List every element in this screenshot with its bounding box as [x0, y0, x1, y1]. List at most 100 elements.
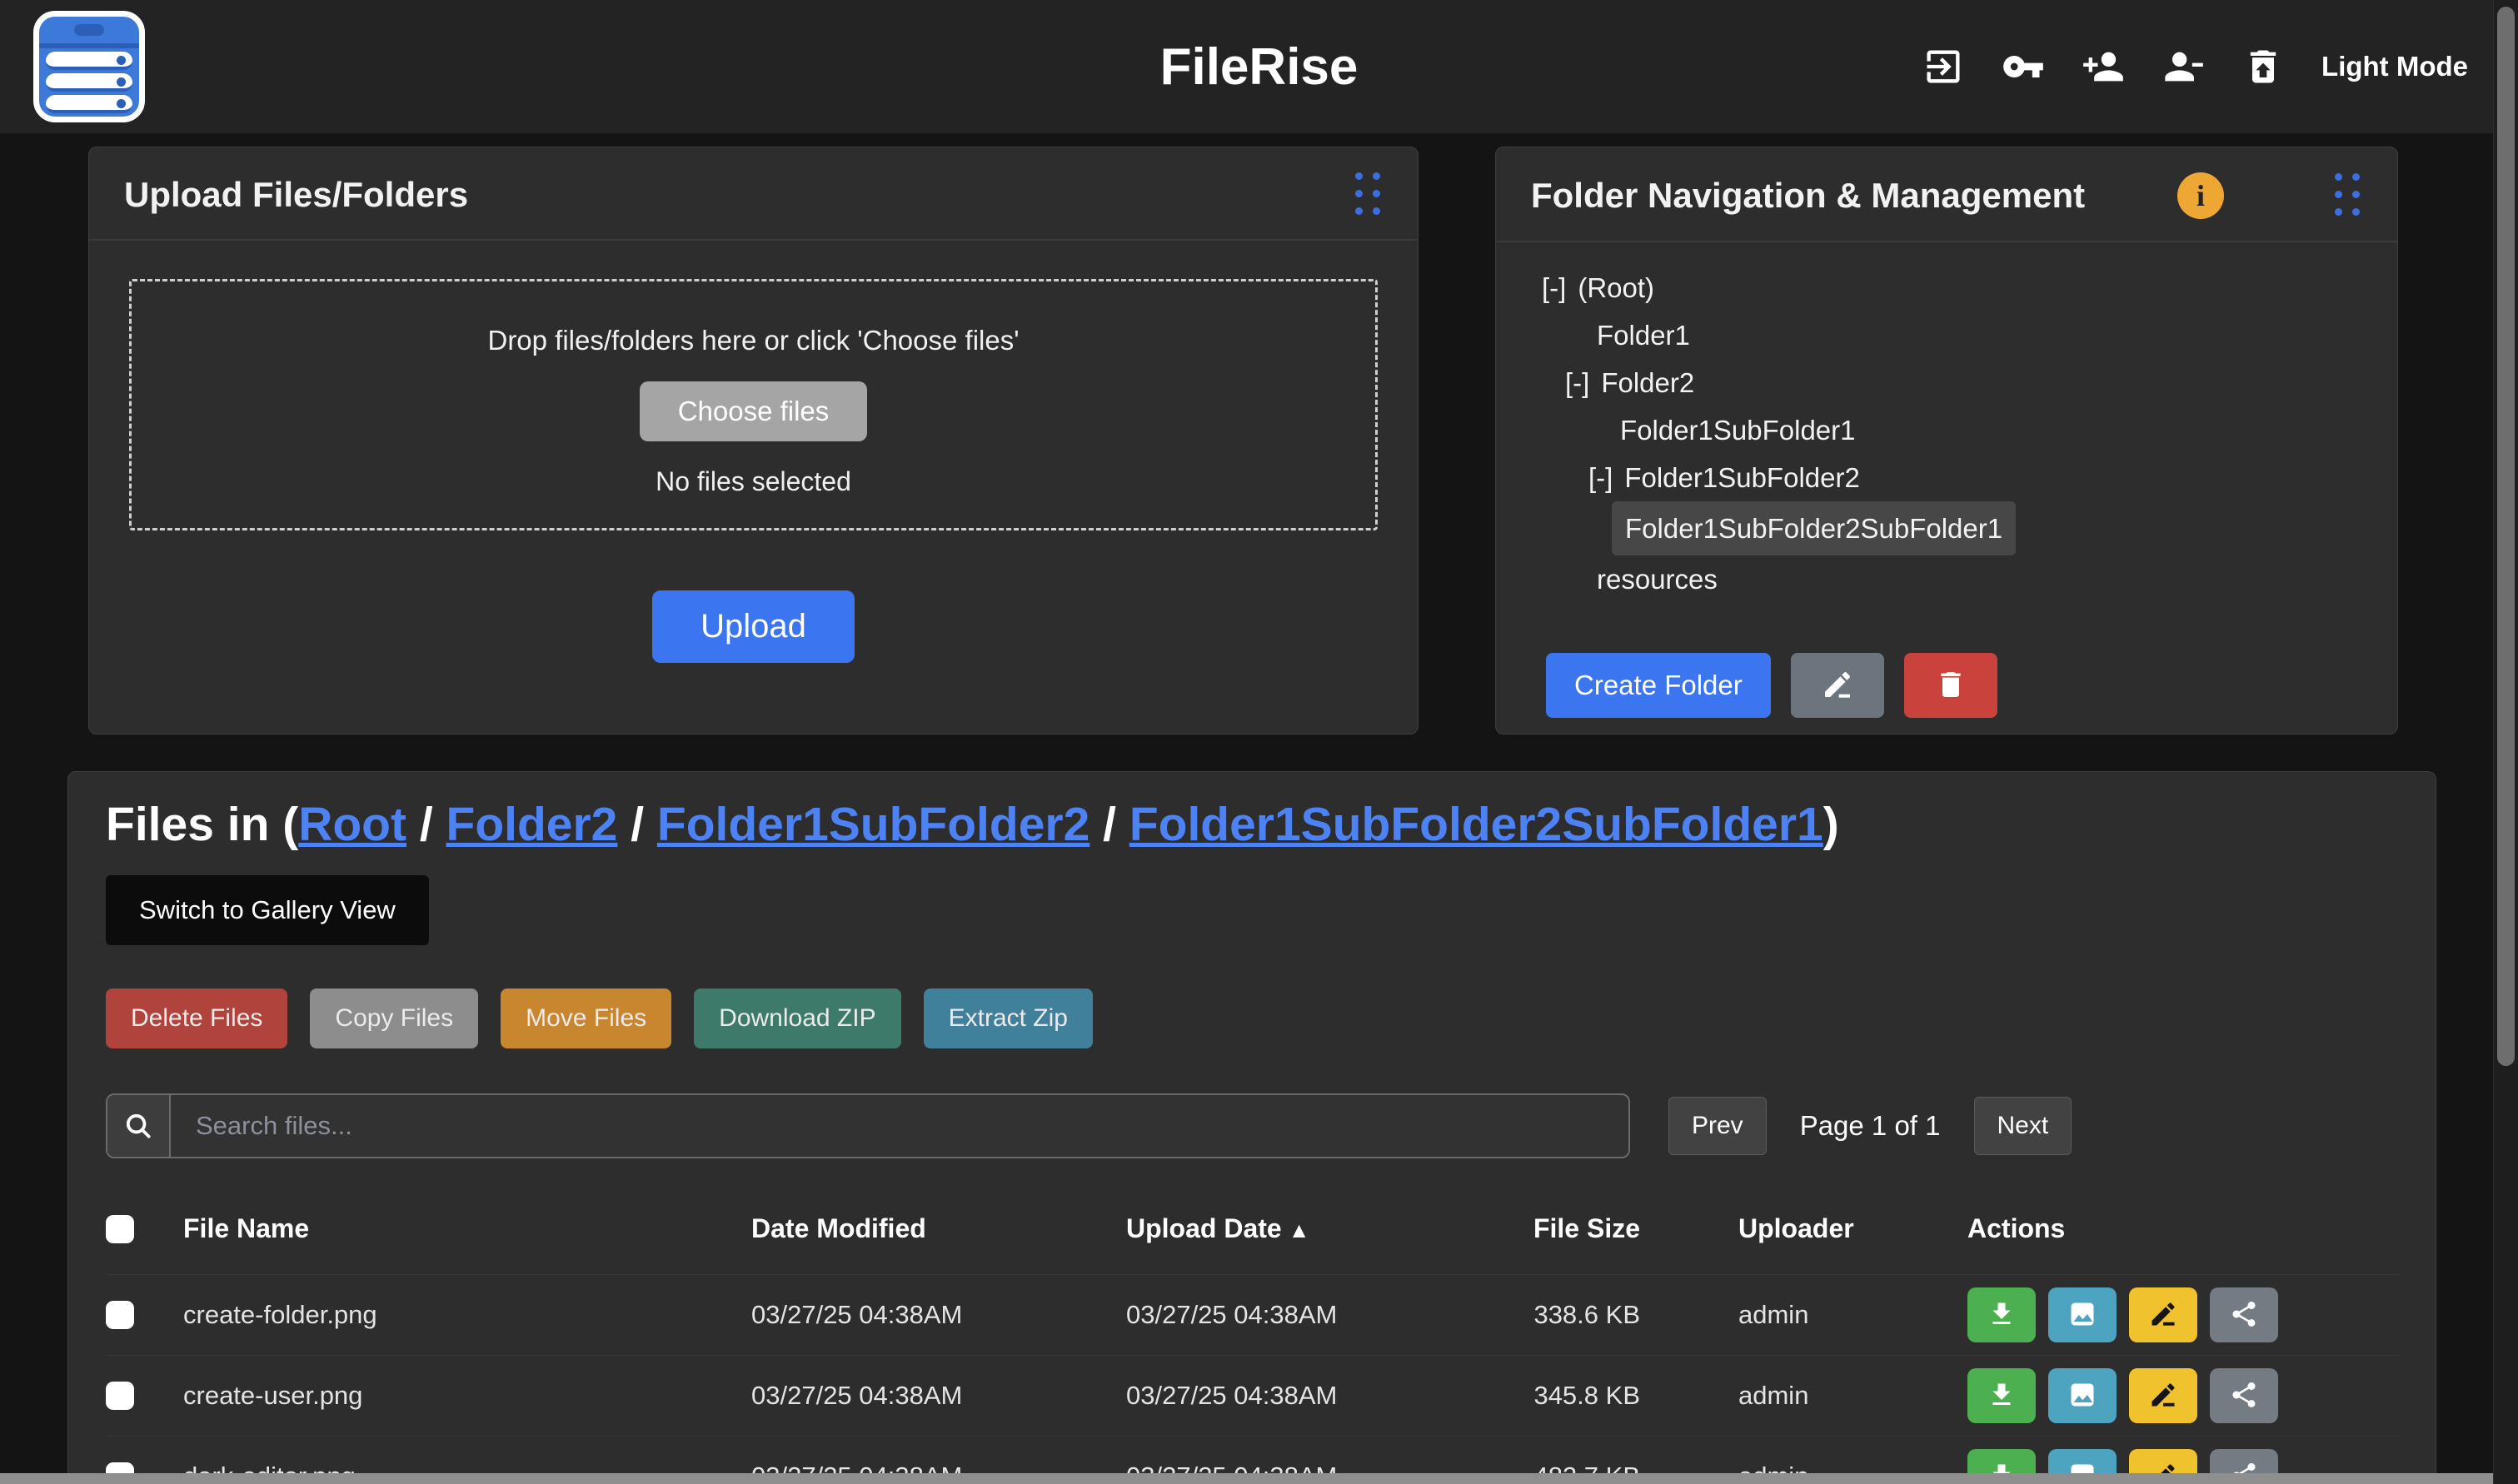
choose-files-button[interactable]: Choose files — [639, 381, 868, 441]
uploader: admin — [1738, 1300, 1809, 1329]
share-file-button[interactable] — [2210, 1368, 2278, 1423]
download-icon — [1987, 1380, 2017, 1412]
heading-prefix: Files in ( — [106, 798, 299, 851]
column-file-name[interactable]: File Name — [183, 1213, 310, 1243]
preview-image-button[interactable] — [2048, 1368, 2117, 1423]
folder-card-title: Folder Navigation & Management — [1531, 176, 2086, 215]
no-files-status: No files selected — [656, 466, 851, 496]
file-dropzone[interactable]: Drop files/folders here or click 'Choose… — [129, 279, 1378, 530]
tree-item-resources[interactable]: resources — [1597, 564, 1718, 595]
add-user-icon[interactable] — [2082, 45, 2125, 88]
image-preview-icon — [2067, 1380, 2097, 1412]
trash-icon — [1934, 668, 1967, 704]
vertical-scrollbar[interactable] — [2493, 0, 2518, 1484]
next-page-button[interactable]: Next — [1973, 1097, 2072, 1155]
pencil-icon — [1821, 668, 1854, 704]
dropzone-instructions: Drop files/folders here or click 'Choose… — [487, 325, 1020, 356]
breadcrumb-folder2[interactable]: Folder2 — [446, 798, 618, 851]
table-row: create-user.png 03/27/25 04:38AM 03/27/2… — [106, 1355, 2398, 1436]
app-header: FileRise Light Mode — [0, 0, 2518, 133]
switch-gallery-view-button[interactable]: Switch to Gallery View — [106, 875, 429, 945]
column-uploader[interactable]: Uploader — [1738, 1213, 1854, 1243]
search-input[interactable] — [171, 1095, 1628, 1157]
copy-files-button[interactable]: Copy Files — [310, 989, 479, 1048]
column-upload-date[interactable]: Upload Date ▲ — [1126, 1213, 1310, 1243]
key-icon[interactable] — [2002, 45, 2045, 88]
tree-toggle[interactable]: [-] — [1588, 462, 1613, 493]
upload-button[interactable]: Upload — [652, 590, 855, 663]
breadcrumb-folder1subfolder2subfolder1[interactable]: Folder1SubFolder2SubFolder1 — [1129, 798, 1823, 851]
horizontal-scrollbar[interactable] — [0, 1473, 2493, 1484]
column-date-modified[interactable]: Date Modified — [751, 1213, 926, 1243]
file-name[interactable]: create-user.png — [183, 1381, 363, 1410]
share-icon — [2229, 1299, 2259, 1332]
tree-toggle[interactable]: [-] — [1565, 367, 1590, 398]
create-folder-button[interactable]: Create Folder — [1546, 653, 1771, 718]
select-all-checkbox[interactable] — [106, 1214, 134, 1243]
table-header-row: File Name Date Modified Upload Date ▲ Fil… — [106, 1205, 2398, 1274]
edit-file-button[interactable] — [2129, 1368, 2197, 1423]
bulk-actions-row: Delete Files Copy Files Move Files Downl… — [106, 989, 2398, 1048]
date-modified: 03/27/25 04:38AM — [751, 1300, 963, 1329]
trash-restore-icon[interactable] — [2241, 45, 2285, 88]
file-name[interactable]: create-folder.png — [183, 1300, 377, 1329]
preview-image-button[interactable] — [2048, 1287, 2117, 1342]
sort-ascending-icon: ▲ — [1288, 1218, 1310, 1242]
column-actions: Actions — [1967, 1213, 2066, 1243]
file-size: 338.6 KB — [1533, 1300, 1640, 1329]
upload-date: 03/27/25 04:38AM — [1126, 1300, 1338, 1329]
date-modified: 03/27/25 04:38AM — [751, 1381, 963, 1410]
download-zip-button[interactable]: Download ZIP — [694, 989, 901, 1048]
vertical-scrollbar-thumb[interactable] — [2497, 7, 2515, 1066]
table-row: create-folder.png 03/27/25 04:38AM 03/27… — [106, 1274, 2398, 1355]
folder-navigation-card: Folder Navigation & Management i [-] (Roo… — [1495, 147, 2398, 735]
share-icon — [2229, 1380, 2259, 1412]
upload-card: Upload Files/Folders Drop files/folders … — [88, 147, 1419, 735]
extract-zip-button[interactable]: Extract Zip — [923, 989, 1093, 1048]
share-file-button[interactable] — [2210, 1287, 2278, 1342]
download-file-button[interactable] — [1967, 1368, 2036, 1423]
drag-handle-icon[interactable] — [2335, 173, 2362, 218]
move-files-button[interactable]: Move Files — [501, 989, 672, 1048]
breadcrumb-separator: / — [617, 798, 657, 851]
delete-files-button[interactable]: Delete Files — [106, 989, 288, 1048]
logo-drawer-bars — [39, 48, 139, 117]
download-file-button[interactable] — [1967, 1287, 2036, 1342]
breadcrumb-folder1subfolder2[interactable]: Folder1SubFolder2 — [656, 798, 1090, 851]
share-icon — [2229, 1461, 2259, 1484]
upload-card-title: Upload Files/Folders — [124, 175, 469, 214]
delete-folder-button[interactable] — [1903, 653, 1997, 718]
filerise-logo-icon[interactable] — [33, 11, 145, 122]
light-mode-toggle[interactable]: Light Mode — [2321, 51, 2468, 82]
breadcrumb-separator: / — [406, 798, 446, 851]
row-checkbox[interactable] — [106, 1382, 134, 1410]
drag-handle-icon[interactable] — [1355, 172, 1383, 217]
edit-icon — [2148, 1299, 2178, 1332]
download-icon — [1987, 1299, 2017, 1332]
column-file-size[interactable]: File Size — [1533, 1213, 1640, 1243]
edit-icon — [2148, 1380, 2178, 1412]
remove-user-icon[interactable] — [2161, 45, 2205, 88]
tree-toggle[interactable]: [-] — [1542, 272, 1567, 303]
heading-suffix: ) — [1822, 798, 1839, 851]
page-indicator: Page 1 of 1 — [1799, 1110, 1941, 1141]
edit-file-button[interactable] — [2129, 1287, 2197, 1342]
file-size: 345.8 KB — [1533, 1381, 1640, 1410]
search-icon — [107, 1095, 171, 1157]
logout-icon[interactable] — [1922, 45, 1965, 88]
rename-folder-button[interactable] — [1790, 653, 1884, 718]
row-checkbox[interactable] — [106, 1301, 134, 1329]
tree-item-folder1subfolder2[interactable]: [-] Folder1SubFolder2 — [1588, 462, 1860, 493]
tree-item-folder1subfolder2subfolder1[interactable]: Folder1SubFolder2SubFolder1 — [1496, 501, 2364, 555]
breadcrumb-root[interactable]: Root — [298, 798, 406, 851]
search-box — [106, 1093, 1630, 1158]
uploader: admin — [1738, 1381, 1809, 1410]
tree-item-root[interactable]: [-] (Root) — [1542, 272, 1655, 303]
prev-page-button[interactable]: Prev — [1668, 1097, 1767, 1155]
files-table: File Name Date Modified Upload Date ▲ Fil… — [106, 1205, 2398, 1484]
tree-item-folder1subfolder1[interactable]: Folder1SubFolder1 — [1620, 415, 1856, 446]
tree-item-folder1[interactable]: Folder1 — [1597, 320, 1690, 351]
info-icon[interactable]: i — [2177, 172, 2225, 219]
files-card: Files in (Root / Folder2 / Folder1SubFol… — [67, 771, 2436, 1484]
tree-item-folder2[interactable]: [-] Folder2 — [1565, 367, 1695, 398]
